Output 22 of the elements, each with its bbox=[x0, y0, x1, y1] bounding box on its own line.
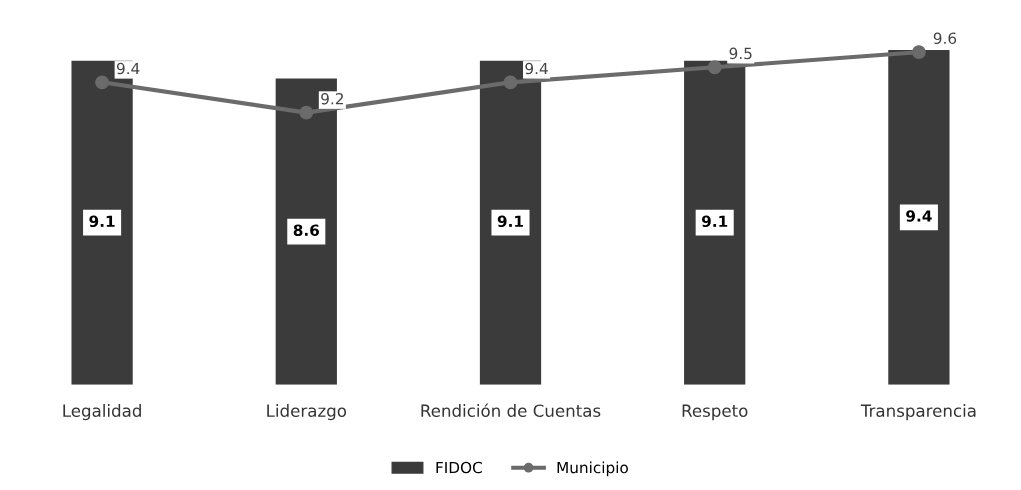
data-label: 9.1 bbox=[497, 215, 523, 228]
point bbox=[911, 45, 926, 60]
data-label: 9.4 bbox=[116, 62, 140, 75]
data-label: 9.1 bbox=[89, 215, 115, 228]
x-tick-label: Legalidad bbox=[63, 404, 141, 421]
legend-label: FIDOC bbox=[436, 461, 482, 474]
point bbox=[299, 105, 314, 120]
point bbox=[95, 75, 110, 90]
data-label: 8.6 bbox=[293, 224, 320, 236]
point bbox=[707, 60, 722, 75]
x-tick-label: Transparencia bbox=[860, 404, 976, 421]
data-label: 9.4 bbox=[525, 62, 548, 75]
data-label: 9.5 bbox=[729, 47, 752, 60]
data-label: 9.4 bbox=[906, 210, 932, 222]
x-tick-label: Respeto bbox=[682, 404, 748, 421]
legend-label: Municipio bbox=[557, 461, 628, 477]
data-label: 9.2 bbox=[321, 92, 343, 105]
data-label: 9.1 bbox=[701, 215, 728, 228]
point bbox=[503, 75, 518, 90]
data-label: 9.6 bbox=[933, 32, 957, 45]
x-tick-label: Liderazgo bbox=[267, 404, 347, 421]
x-tick-label: Rendición de Cuentas bbox=[421, 403, 601, 417]
